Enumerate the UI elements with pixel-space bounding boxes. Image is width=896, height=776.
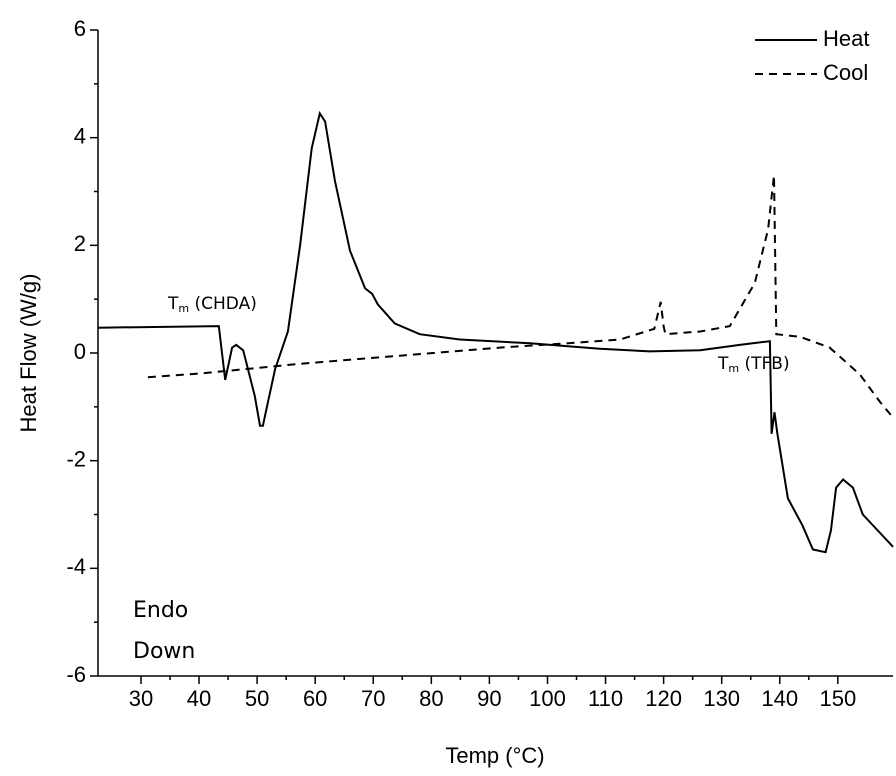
x-tick-label: 30	[129, 686, 153, 711]
y-tick-label: -6	[66, 662, 86, 687]
x-tick-label: 60	[303, 686, 327, 711]
x-tick-label: 40	[187, 686, 211, 711]
x-tick-label: 80	[419, 686, 443, 711]
annotation-rest: (TFB)	[739, 354, 790, 374]
x-tick-label: 140	[761, 686, 798, 711]
x-tick-label: 50	[245, 686, 269, 711]
y-axis-label: Heat Flow (W/g)	[16, 274, 41, 433]
y-tick-label: -2	[66, 446, 86, 471]
x-tick-label: 110	[588, 686, 623, 711]
legend-label: Cool	[823, 60, 868, 85]
series-line	[97, 110, 894, 554]
annotation-main: T	[167, 294, 179, 314]
y-tick-label: 2	[74, 231, 86, 256]
x-tick-label: 150	[819, 686, 856, 711]
x-tick-label: 90	[477, 686, 501, 711]
legend-label: Heat	[823, 26, 869, 51]
y-tick-label: 6	[74, 16, 86, 41]
annotation-rest: (CHDA)	[189, 294, 257, 314]
annotation-main: T	[717, 354, 729, 374]
x-axis-label: Temp (°C)	[445, 743, 544, 768]
x-tick-label: 100	[529, 686, 566, 711]
annotation: Tm (TFB)	[717, 354, 790, 375]
note: Down	[133, 639, 195, 664]
x-tick-label: 120	[645, 686, 682, 711]
annotation-sub: m	[728, 362, 739, 375]
series-line	[147, 175, 894, 419]
y-tick-label: -4	[66, 554, 86, 579]
x-tick-label: 130	[703, 686, 740, 711]
note: Endo	[133, 598, 188, 623]
annotation: Tm (CHDA)	[167, 294, 257, 315]
annotation-sub: m	[178, 302, 189, 315]
y-tick-label: 4	[74, 123, 86, 148]
y-tick-label: 0	[74, 339, 86, 364]
x-tick-label: 70	[361, 686, 385, 711]
